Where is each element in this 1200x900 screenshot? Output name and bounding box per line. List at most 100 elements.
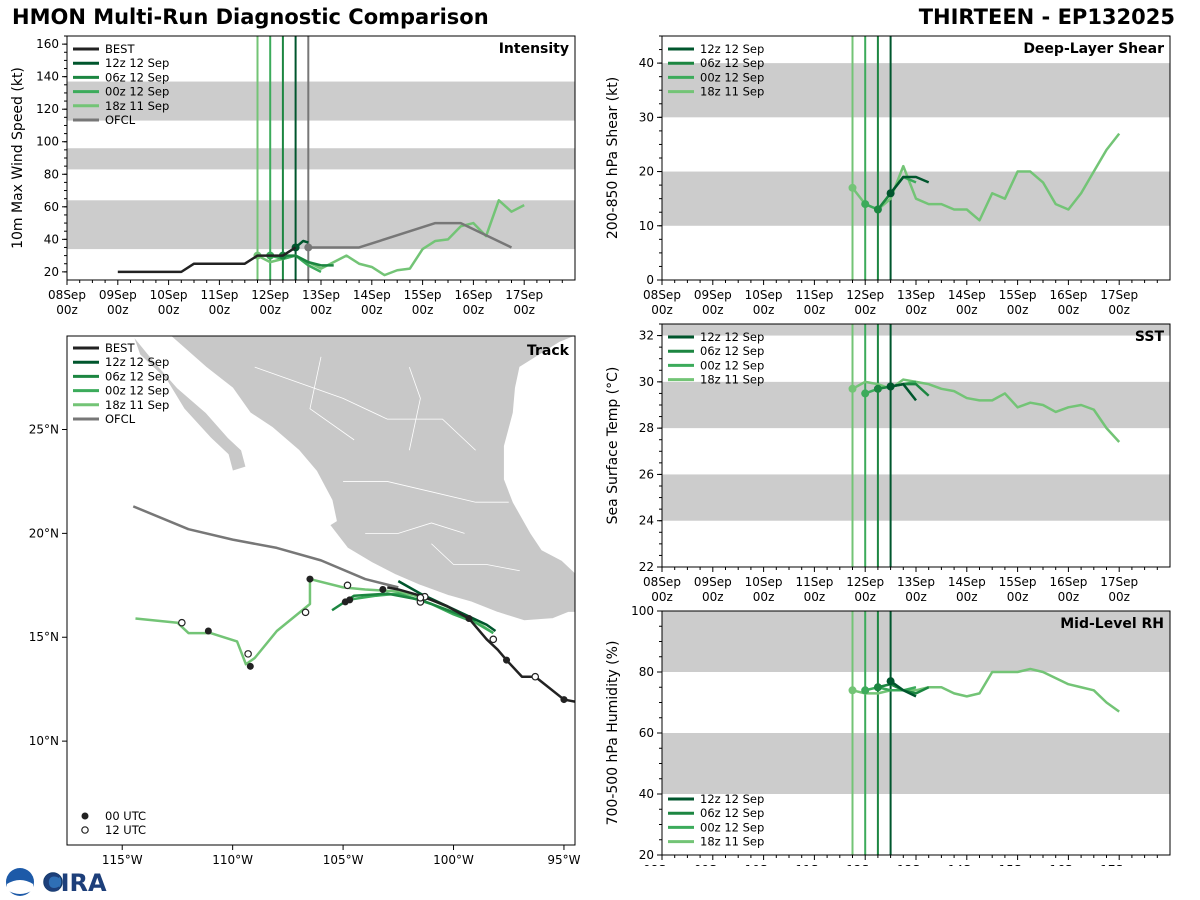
- sst-xtick-label-day: 13Sep: [897, 575, 935, 589]
- page-title: HMON Multi-Run Diagnostic Comparison: [12, 5, 489, 29]
- shear-legend-label: 12z 12 Sep: [700, 42, 764, 56]
- intensity-xtick-label-day: 11Sep: [200, 288, 238, 302]
- intensity-xtick-label-hour: 00z: [513, 303, 535, 317]
- intensity-series-best: [117, 246, 297, 274]
- track-point-00utc: [503, 656, 511, 664]
- sst-xtick-label-day: 11Sep: [795, 575, 833, 589]
- rh-ytick-label: 60: [639, 726, 654, 740]
- sst-init-dot-run_12z12: [886, 382, 895, 391]
- intensity-xtick-label-day: 17Sep: [505, 288, 543, 302]
- track-point-12utc: [531, 672, 540, 681]
- globe-icon: [43, 872, 63, 892]
- state-border: [309, 356, 355, 441]
- shear-init-dot-run_00z12: [861, 200, 870, 209]
- sst-ytick-label: 26: [639, 467, 654, 481]
- track-legend-label: 18z 11 Sep: [105, 398, 169, 412]
- rh-init-dot-run_18z11: [848, 686, 857, 695]
- shear-xtick-label-day: 17Sep: [1100, 288, 1138, 302]
- sst-legend-label: 18z 11 Sep: [700, 373, 764, 387]
- shear-ytick-label: 40: [639, 56, 654, 70]
- marker-legend-00utc-label: 00 UTC: [105, 809, 146, 823]
- sst-xtick-label-day: 17Sep: [1100, 575, 1138, 589]
- intensity-ytick-label: 40: [44, 232, 59, 246]
- track-point-12utc: [489, 635, 498, 644]
- track-title: Track: [527, 343, 570, 359]
- cira-logo: CIRA: [6, 868, 107, 897]
- intensity-xtick-label-day: 10Sep: [150, 288, 188, 302]
- rh-xtick-label-day: 13Sep: [897, 863, 935, 866]
- shear-legend-label: 06z 12 Sep: [700, 56, 764, 70]
- track-point-00utc: [379, 585, 387, 593]
- sst-xtick-label-hour: 00z: [905, 590, 927, 604]
- rh-xtick-label-day: 15Sep: [999, 863, 1037, 866]
- sst-band: [662, 474, 1170, 521]
- sst-xtick-label-day: 12Sep: [846, 575, 884, 589]
- intensity-xtick-label-day: 09Sep: [99, 288, 137, 302]
- shear-xtick-label-day: 12Sep: [846, 288, 884, 302]
- intensity-band: [67, 81, 575, 121]
- track-xtick-label: 95°W: [547, 853, 580, 866]
- shear-xtick-label-hour: 00z: [753, 303, 775, 317]
- logo-text: CIRA: [43, 869, 107, 897]
- track-legend-label: BEST: [105, 341, 135, 355]
- intensity-init-dot-ofcl: [304, 243, 313, 252]
- sst-xtick-label-hour: 00z: [854, 590, 876, 604]
- track-point-12utc: [178, 618, 186, 627]
- intensity-xtick-label-day: 08Sep: [48, 288, 86, 302]
- rh-init-dot-run_00z12: [861, 686, 870, 695]
- sst-ytick-label: 30: [639, 375, 654, 389]
- intensity-title: Intensity: [499, 41, 569, 57]
- shear-init-dot-run_12z12: [886, 189, 895, 198]
- track-legend-label: OFCL: [105, 412, 136, 426]
- track-point-00utc: [341, 598, 349, 606]
- sst-xtick-label-hour: 00z: [1058, 590, 1080, 604]
- sst-ytick-label: 24: [639, 514, 654, 528]
- sst-panel: 22242628303208Sep00z09Sep00z10Sep00z11Se…: [605, 323, 1171, 604]
- intensity-ylabel: 10m Max Wind Speed (kt): [10, 67, 26, 249]
- shear-xtick-label-day: 11Sep: [795, 288, 833, 302]
- intensity-legend-label: OFCL: [105, 113, 136, 127]
- rh-panel: 2040608010008Sep00z09Sep00z10Sep00z11Sep…: [605, 604, 1171, 866]
- rh-xtick-label-day: 09Sep: [694, 863, 732, 866]
- shear-xtick-label-hour: 00z: [651, 303, 673, 317]
- shear-series-run_12z12: [889, 175, 930, 195]
- intensity-ytick-label: 160: [36, 37, 59, 51]
- intensity-xtick-label-hour: 00z: [56, 303, 78, 317]
- state-border: [408, 367, 421, 451]
- intensity-legend-label: 18z 11 Sep: [105, 99, 169, 113]
- diagnostic-figure: 2040608010012014016008Sep00z09Sep00z10Se…: [10, 35, 1171, 866]
- state-border: [343, 481, 509, 503]
- shear-xtick-label-hour: 00z: [1007, 303, 1029, 317]
- track-ytick-label: 15°N: [29, 630, 59, 644]
- intensity-ytick-label: 20: [44, 265, 59, 279]
- shear-xtick-label-day: 13Sep: [897, 288, 935, 302]
- sst-ytick-label: 32: [639, 329, 654, 343]
- sst-xtick-label-hour: 00z: [1108, 590, 1130, 604]
- sst-xtick-label-hour: 00z: [804, 590, 826, 604]
- storm-id: THIRTEEN - EP132025: [918, 5, 1175, 29]
- shear-xtick-label-hour: 00z: [702, 303, 724, 317]
- track-point-00utc: [204, 627, 212, 635]
- sst-band: [662, 381, 1170, 429]
- rh-legend-label: 18z 11 Sep: [700, 835, 764, 849]
- intensity-legend-label: 00z 12 Sep: [105, 85, 169, 99]
- shear-xtick-label-hour: 00z: [905, 303, 927, 317]
- intensity-series-run_06z12: [282, 254, 334, 267]
- intensity-xtick-label-hour: 00z: [107, 303, 129, 317]
- track-point-12utc: [244, 650, 252, 658]
- rh-legend-label: 12z 12 Sep: [700, 792, 764, 806]
- track-ytick-label: 10°N: [29, 734, 59, 748]
- intensity-xtick-label-hour: 00z: [310, 303, 332, 317]
- track-xtick-label: 110°W: [212, 853, 253, 866]
- track-line-run_06z12: [331, 592, 477, 622]
- track-frame: [66, 335, 576, 846]
- sst-legend-label: 06z 12 Sep: [700, 344, 764, 358]
- rh-ytick-label: 100: [631, 604, 654, 618]
- shear-xtick-label-hour: 00z: [1108, 303, 1130, 317]
- shear-xtick-label-day: 14Sep: [948, 288, 986, 302]
- shear-xtick-label-day: 10Sep: [745, 288, 783, 302]
- shear-xtick-label-day: 09Sep: [694, 288, 732, 302]
- rh-xtick-label-day: 17Sep: [1100, 863, 1138, 866]
- noaa-wave-icon: [7, 880, 33, 894]
- shear-xtick-label-day: 08Sep: [643, 288, 681, 302]
